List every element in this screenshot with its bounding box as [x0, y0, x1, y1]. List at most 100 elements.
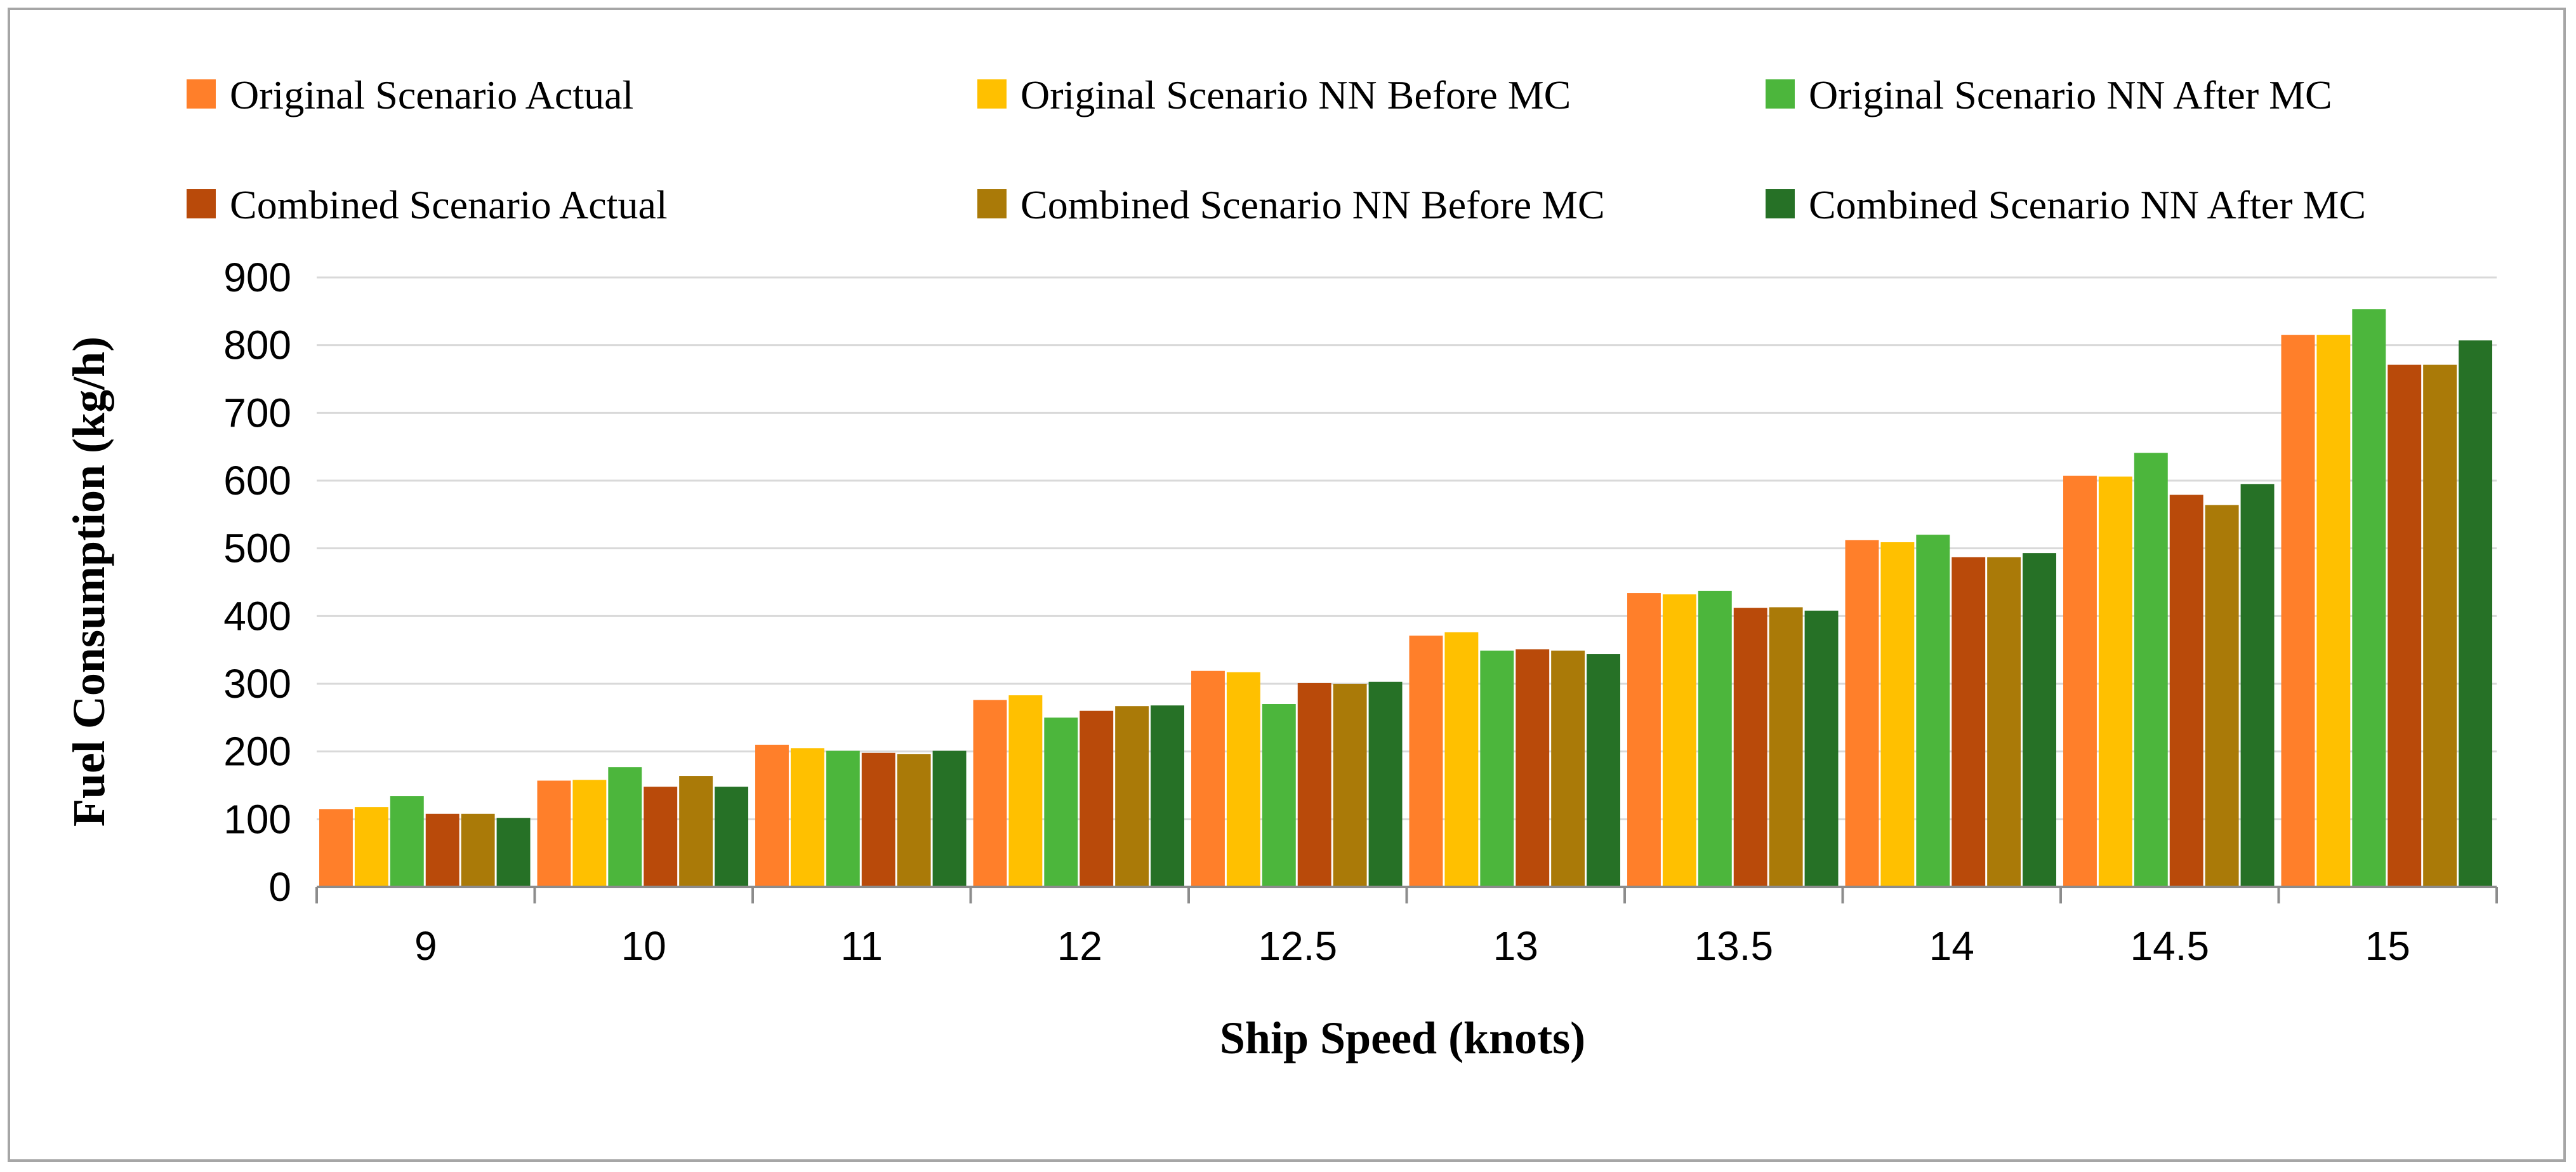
legend-label: Combined Scenario NN After MC: [1809, 182, 2366, 227]
bar-12-series-3: [1044, 717, 1078, 887]
bar-13.5-series-3: [1698, 590, 1732, 887]
bar-11-series-5: [897, 754, 931, 887]
y-axis-title: Fuel Consumption (kg/h): [63, 336, 114, 827]
y-tick-labels: 0 100 200 300 400 500 600 700 800 900: [223, 255, 291, 910]
y-tick-label: 200: [223, 729, 291, 775]
x-tick-label: 14.5: [2130, 923, 2209, 969]
y-tick-label: 600: [223, 458, 291, 503]
bar-14-series-3: [1916, 535, 1950, 887]
bar-chart: 0 100 200 300 400 500 600 700 800 900 9 10 11 12 12.5…: [63, 72, 2498, 1063]
legend-label: Original Scenario NN After MC: [1809, 72, 2332, 117]
x-tick-labels: 9 10 11 12 12.5 13 13.5 14 14.5 15: [414, 923, 2410, 969]
bar-13.5-series-5: [1769, 607, 1803, 887]
bar-10-series-4: [644, 787, 678, 887]
bar-15-series-5: [2423, 364, 2457, 887]
bar-15-series-6: [2459, 340, 2492, 887]
bar-9-series-5: [461, 813, 495, 887]
legend-swatch: [1766, 189, 1795, 218]
bar-12.5-series-2: [1226, 672, 1260, 887]
bar-14.5-series-2: [2098, 476, 2132, 887]
legend-swatch: [187, 189, 216, 218]
bar-14-series-1: [1845, 540, 1879, 887]
x-tick-label: 14: [1929, 923, 1974, 969]
bar-9-series-4: [425, 813, 459, 887]
legend-label: Original Scenario NN Before MC: [1020, 72, 1571, 117]
bar-12.5-series-4: [1297, 683, 1331, 887]
bar-14.5-series-4: [2169, 495, 2203, 887]
bar-10-series-2: [572, 780, 607, 887]
bar-13-series-6: [1587, 654, 1620, 887]
y-tick-label: 100: [223, 796, 291, 842]
bar-12-series-2: [1008, 695, 1043, 887]
bar-13-series-3: [1480, 650, 1514, 887]
bar-9-series-6: [496, 818, 531, 887]
bar-14.5-series-5: [2205, 505, 2239, 887]
bar-13.5-series-6: [1804, 610, 1839, 887]
legend: Original Scenario Actual Original Scenari…: [187, 72, 2366, 227]
x-tick-label: 13.5: [1694, 923, 1773, 969]
bar-11-series-6: [932, 750, 967, 887]
legend-label: Combined Scenario Actual: [230, 182, 668, 227]
bar-13-series-5: [1551, 650, 1585, 887]
bar-10-series-1: [537, 780, 571, 887]
bar-13-series-2: [1444, 632, 1479, 887]
x-tick-label: 9: [414, 923, 437, 969]
chart-frame: 0 100 200 300 400 500 600 700 800 900 9 10 11 12 12.5…: [8, 8, 2566, 1162]
x-tick-label: 15: [2365, 923, 2410, 969]
bar-12.5-series-6: [1368, 681, 1403, 887]
gridlines: [317, 276, 2497, 820]
bar-12-series-1: [973, 700, 1007, 887]
axes: [315, 886, 2498, 903]
bar-9-series-1: [319, 809, 353, 887]
bar-13.5-series-2: [1662, 594, 1696, 887]
legend-label: Original Scenario Actual: [230, 72, 633, 117]
bar-14.5-series-1: [2063, 476, 2097, 887]
legend-swatch: [1766, 79, 1795, 109]
bar-11-series-3: [826, 750, 860, 887]
bar-15-series-1: [2281, 335, 2315, 887]
legend-label: Combined Scenario NN Before MC: [1020, 182, 1605, 227]
bar-11-series-1: [755, 745, 789, 887]
y-tick-label: 700: [223, 390, 291, 436]
bar-12.5-series-3: [1262, 704, 1296, 887]
bar-10-series-5: [679, 776, 713, 887]
x-tick-label: 12: [1057, 923, 1102, 969]
x-axis-title: Ship Speed (knots): [1220, 1013, 1585, 1063]
y-tick-label: 500: [223, 526, 291, 571]
x-tick-label: 10: [621, 923, 666, 969]
bar-14-series-5: [1987, 557, 2021, 887]
bar-15-series-4: [2388, 364, 2422, 887]
bar-15-series-3: [2352, 309, 2386, 888]
bar-12.5-series-1: [1191, 670, 1225, 887]
bar-9-series-3: [390, 796, 424, 887]
bar-13.5-series-4: [1733, 608, 1767, 887]
bar-14.5-series-6: [2240, 484, 2275, 887]
bar-14-series-4: [1952, 557, 1986, 887]
bar-9-series-2: [354, 807, 388, 887]
bar-14-series-2: [1880, 542, 1915, 887]
x-tick-label: 13: [1493, 923, 1538, 969]
bar-12-series-6: [1151, 705, 1184, 887]
bar-12.5-series-5: [1333, 684, 1367, 887]
bar-14.5-series-3: [2134, 453, 2168, 887]
y-tick-label: 0: [268, 864, 291, 910]
x-tick-label: 12.5: [1258, 923, 1337, 969]
legend-swatch: [977, 79, 1007, 109]
bar-14-series-6: [2023, 553, 2056, 887]
x-tick-label: 11: [841, 923, 883, 969]
y-tick-label: 800: [223, 323, 291, 368]
legend-swatch: [977, 189, 1007, 218]
legend-swatch: [187, 79, 216, 109]
bar-13-series-4: [1516, 649, 1550, 887]
y-tick-label: 900: [223, 255, 291, 300]
bar-13.5-series-1: [1627, 593, 1661, 887]
bar-11-series-2: [790, 748, 824, 887]
bar-10-series-6: [715, 787, 748, 887]
bar-11-series-4: [861, 752, 895, 887]
y-tick-label: 300: [223, 661, 291, 707]
bar-12-series-4: [1080, 710, 1114, 887]
bars: [319, 309, 2492, 888]
bar-10-series-3: [608, 767, 642, 887]
bar-12-series-5: [1115, 706, 1149, 887]
y-tick-label: 400: [223, 593, 291, 639]
